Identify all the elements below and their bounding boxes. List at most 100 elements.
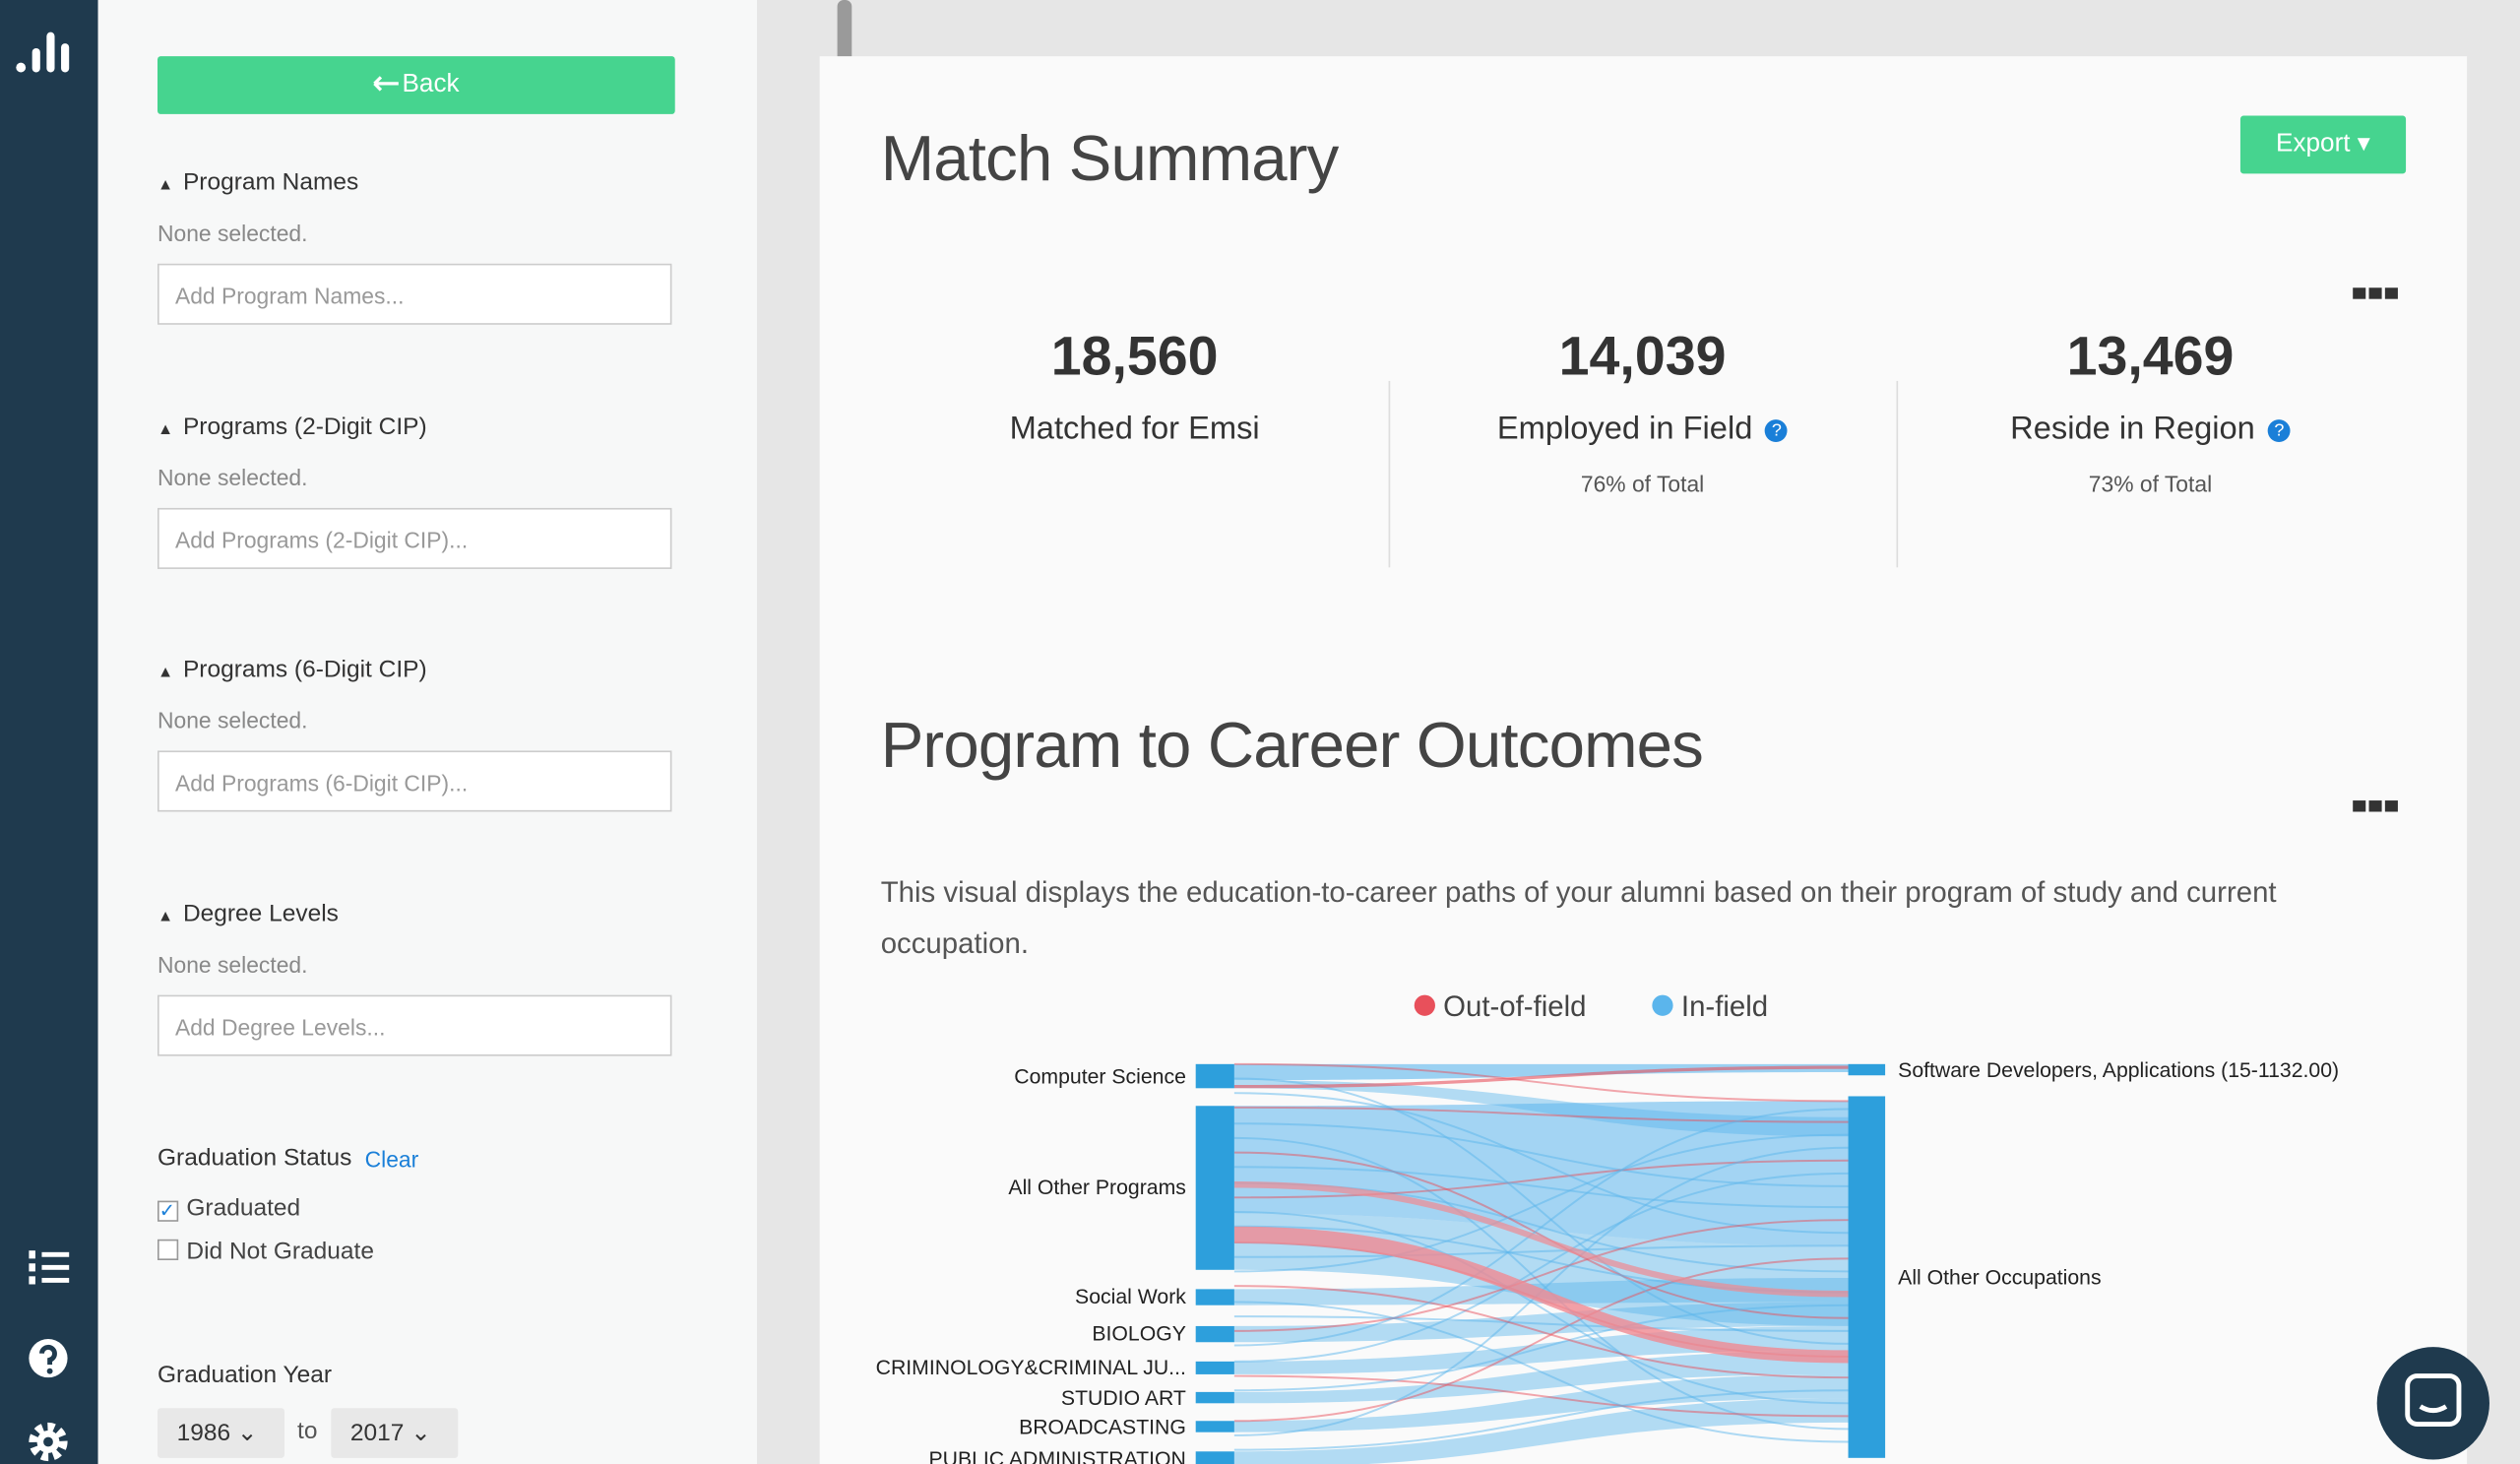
logo bbox=[16, 32, 70, 73]
program-node bbox=[1195, 1421, 1234, 1432]
filter-title-text: Degree Levels bbox=[182, 900, 339, 928]
help-icon[interactable] bbox=[28, 1337, 69, 1378]
nav-bar bbox=[0, 0, 98, 1464]
career-title: Program to Career Outcomes bbox=[880, 710, 1704, 782]
year-from-select[interactable]: 1986 ⌄ bbox=[157, 1408, 284, 1458]
sankey bbox=[1195, 1062, 1886, 1464]
filter-title[interactable]: ▲ Degree Levels bbox=[157, 900, 339, 928]
graduation-year-title: Graduation Year bbox=[157, 1361, 333, 1389]
program-label: All Other Programs bbox=[1008, 1175, 1186, 1199]
flow-line bbox=[1233, 1219, 1849, 1332]
stat-value: 13,469 bbox=[2066, 326, 2235, 388]
program-node bbox=[1195, 1361, 1234, 1374]
flow-line bbox=[1233, 1244, 1849, 1258]
to-label: to bbox=[297, 1417, 318, 1445]
stat-label: Reside in Region bbox=[2010, 411, 2255, 447]
list-icon[interactable] bbox=[28, 1247, 73, 1289]
back-arrow bbox=[373, 76, 400, 92]
year-to-select[interactable]: 2017 ⌄ bbox=[331, 1408, 459, 1458]
filter-status: None selected. bbox=[157, 464, 308, 490]
stat-value: 18,560 bbox=[1050, 326, 1219, 388]
flow-line bbox=[1233, 1172, 1849, 1363]
stat: 14,039 Employed in Field? 76% of Total bbox=[1389, 326, 1897, 496]
flow bbox=[1233, 1180, 1849, 1298]
flow-line bbox=[1233, 1151, 1849, 1319]
settings-icon[interactable] bbox=[28, 1421, 69, 1462]
filter-title[interactable]: ▲ Programs (6-Digit CIP) bbox=[157, 656, 427, 684]
filter-status: None selected. bbox=[157, 708, 308, 734]
chat-icon bbox=[2405, 1373, 2462, 1427]
back-label: Back bbox=[402, 70, 460, 98]
filter-panel: Back ▲ Program Names None selected. Add P… bbox=[97, 0, 852, 1464]
option-label: Graduated bbox=[186, 1194, 301, 1222]
program-node bbox=[1195, 1106, 1234, 1270]
occupation-label: Software Developers, Applications (15-11… bbox=[1898, 1057, 2340, 1082]
flow-line bbox=[1233, 1285, 1849, 1379]
more-menu[interactable] bbox=[2353, 800, 2401, 812]
program-node bbox=[1195, 1063, 1234, 1089]
flow bbox=[1233, 1101, 1849, 1246]
filter-title-text: Programs (2-Digit CIP) bbox=[182, 413, 427, 440]
flow-line bbox=[1233, 1133, 1849, 1273]
stat: 18,560 Matched for Emsi bbox=[881, 326, 1389, 448]
flow-line bbox=[1233, 1092, 1849, 1235]
filter-input[interactable]: Add Degree Levels... bbox=[157, 994, 672, 1056]
flow-line bbox=[1233, 1315, 1849, 1332]
chat-button[interactable] bbox=[2376, 1347, 2489, 1460]
program-label: PUBLIC ADMINISTRATION bbox=[928, 1446, 1186, 1464]
filter-status: None selected. bbox=[157, 951, 308, 978]
flow-line bbox=[1233, 1257, 1849, 1423]
flow-line bbox=[1233, 1062, 1849, 1103]
legend: Out-of-field In-field bbox=[1414, 989, 1769, 1024]
stat-note: 73% of Total bbox=[2088, 471, 2213, 497]
occupation-label: All Other Occupations bbox=[1898, 1264, 2102, 1290]
program-label: BROADCASTING bbox=[1019, 1413, 1186, 1438]
option-label: Did Not Graduate bbox=[186, 1238, 374, 1265]
flow-line bbox=[1233, 1389, 1849, 1451]
flow-line bbox=[1233, 1136, 1849, 1431]
clear-link[interactable]: Clear bbox=[364, 1146, 419, 1173]
graduation-status-title: Graduation Status bbox=[157, 1144, 352, 1173]
export-button[interactable]: Export ▾ bbox=[2239, 115, 2407, 174]
filter-input[interactable]: Add Programs (6-Digit CIP)... bbox=[157, 751, 672, 813]
program-label: STUDIO ART bbox=[1060, 1384, 1186, 1410]
checkbox-option[interactable]: ✓ Graduated bbox=[157, 1194, 301, 1222]
flow bbox=[1233, 1373, 1849, 1432]
more-menu[interactable] bbox=[2353, 287, 2401, 299]
divider bbox=[1896, 380, 1899, 568]
flow-line bbox=[1233, 1108, 1849, 1347]
program-label: BIOLOGY bbox=[1092, 1321, 1186, 1346]
stat-note: 76% of Total bbox=[1580, 471, 1705, 497]
legend-item: Out-of-field bbox=[1443, 989, 1587, 1023]
flow-line bbox=[1233, 1166, 1849, 1209]
stat-value: 14,039 bbox=[1558, 326, 1727, 388]
flow-line bbox=[1233, 1304, 1849, 1392]
checkbox-option[interactable]: Did Not Graduate bbox=[157, 1238, 374, 1265]
occupation-node bbox=[1848, 1063, 1886, 1076]
flow-line bbox=[1233, 1211, 1849, 1405]
flow bbox=[1233, 1398, 1849, 1464]
filter-input[interactable]: Add Programs (2-Digit CIP)... bbox=[157, 507, 672, 569]
stat: 13,469 Reside in Region? 73% of Total bbox=[1897, 326, 2405, 496]
year-to: 2017 bbox=[349, 1419, 405, 1447]
legend-item: In-field bbox=[1680, 989, 1769, 1023]
program-node bbox=[1195, 1289, 1234, 1305]
back-button[interactable]: Back bbox=[157, 56, 675, 114]
flow-line bbox=[1233, 1301, 1849, 1443]
filter-title[interactable]: ▲ Programs (2-Digit CIP) bbox=[157, 413, 427, 440]
stat-label: Matched for Emsi bbox=[1009, 411, 1260, 447]
divider bbox=[1388, 380, 1391, 568]
flow-line bbox=[1233, 1374, 1849, 1418]
program-node bbox=[1195, 1451, 1234, 1464]
filter-title[interactable]: ▲ Program Names bbox=[157, 168, 359, 197]
program-label: Computer Science bbox=[1014, 1062, 1186, 1088]
match-summary-title: Match Summary bbox=[880, 123, 1340, 195]
filter-input[interactable]: Add Program Names... bbox=[157, 263, 672, 325]
flow-line bbox=[1233, 1122, 1849, 1187]
filter-title-text: Programs (6-Digit CIP) bbox=[182, 656, 427, 684]
filter-status: None selected. bbox=[157, 220, 308, 246]
description: This visual displays the education-to-ca… bbox=[880, 875, 2277, 960]
export-label: Export bbox=[2276, 130, 2351, 158]
stat-label: Employed in Field bbox=[1496, 411, 1753, 447]
